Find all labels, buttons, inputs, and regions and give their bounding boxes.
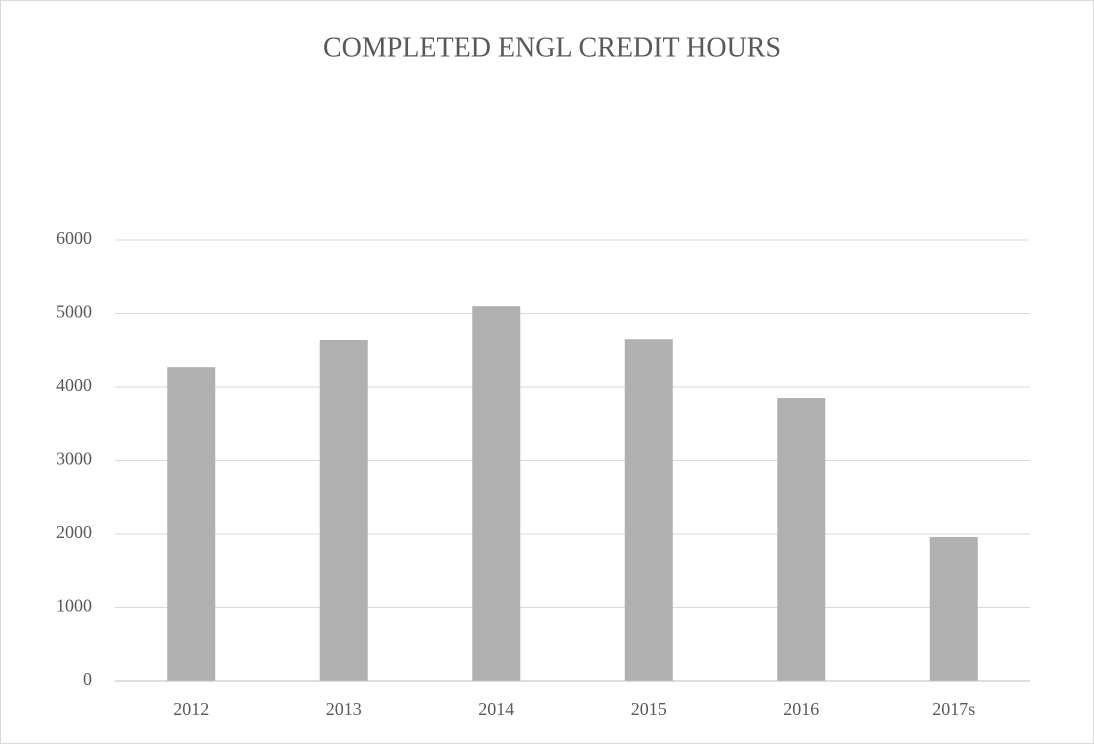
bar xyxy=(167,367,216,681)
bar xyxy=(319,339,368,681)
x-tick-label: 2016 xyxy=(783,699,819,719)
x-tick-label: 2013 xyxy=(326,699,362,719)
chart-title: COMPLETED ENGL CREDIT HOURS xyxy=(323,32,781,63)
bar xyxy=(777,398,826,681)
y-tick-label: 2000 xyxy=(56,522,92,542)
x-tick-label: 2012 xyxy=(173,699,209,719)
y-tick-label: 5000 xyxy=(56,302,92,322)
x-tick-label: 2014 xyxy=(478,699,514,719)
bar xyxy=(472,306,521,681)
y-tick-label: 1000 xyxy=(56,596,92,616)
bar xyxy=(929,536,978,681)
y-tick-label: 3000 xyxy=(56,449,92,469)
x-tick-label: 2017s xyxy=(932,699,975,719)
x-tick-label: 2015 xyxy=(631,699,667,719)
y-tick-label: 4000 xyxy=(56,375,92,395)
bar xyxy=(624,339,673,681)
y-tick-label: 0 xyxy=(83,669,92,689)
y-tick-label: 6000 xyxy=(56,228,92,248)
